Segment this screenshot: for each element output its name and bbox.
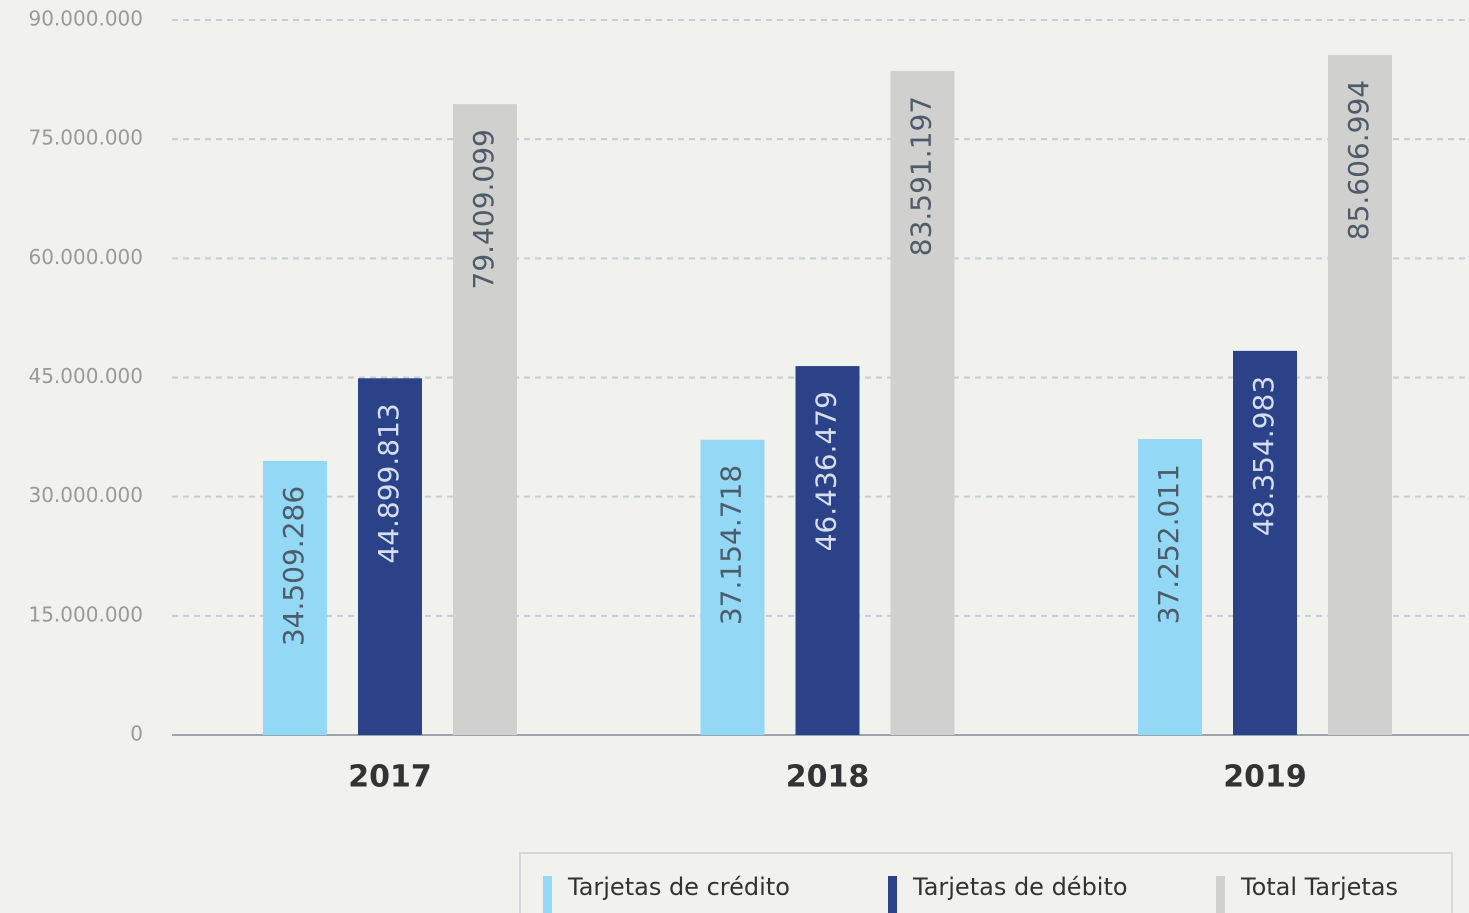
x-tick-label: 2019 xyxy=(1223,760,1307,795)
bar xyxy=(795,366,860,735)
bar xyxy=(453,104,517,736)
legend-swatch xyxy=(888,876,897,913)
y-tick-label: 90.000.000 xyxy=(28,7,143,31)
bar xyxy=(263,460,327,735)
bar xyxy=(700,439,765,735)
legend-label: Tarjetas de crédito xyxy=(567,873,790,901)
legend-swatch xyxy=(1216,876,1225,913)
value-label: 83.591.197 xyxy=(905,96,938,256)
value-label: 37.252.011 xyxy=(1152,464,1185,624)
value-label: 37.154.718 xyxy=(715,465,748,625)
value-label: 85.606.994 xyxy=(1342,80,1375,240)
value-label: 46.436.479 xyxy=(810,391,843,551)
value-label: 44.899.813 xyxy=(372,403,405,563)
bar xyxy=(1328,54,1392,735)
value-label: 79.409.099 xyxy=(467,129,500,289)
bar xyxy=(1233,350,1297,735)
y-tick-label: 0 xyxy=(130,722,143,746)
legend-swatch xyxy=(543,876,552,913)
y-tick-label: 15.000.000 xyxy=(28,602,143,626)
bar xyxy=(890,70,955,736)
y-tick-label: 30.000.000 xyxy=(28,483,143,507)
value-label: 34.509.286 xyxy=(277,486,310,646)
legend-label: Tarjetas de débito xyxy=(912,873,1128,901)
bar xyxy=(1138,439,1202,735)
y-tick-label: 45.000.000 xyxy=(28,364,143,388)
x-tick-label: 2017 xyxy=(348,760,432,795)
legend-label: Total Tarjetas xyxy=(1240,873,1398,901)
x-tick-label: 2018 xyxy=(786,760,870,795)
y-tick-label: 75.000.000 xyxy=(28,126,143,150)
bar xyxy=(358,378,422,735)
legend-box xyxy=(519,852,1453,913)
value-label: 48.354.983 xyxy=(1247,376,1280,536)
y-tick-label: 60.000.000 xyxy=(28,245,143,269)
